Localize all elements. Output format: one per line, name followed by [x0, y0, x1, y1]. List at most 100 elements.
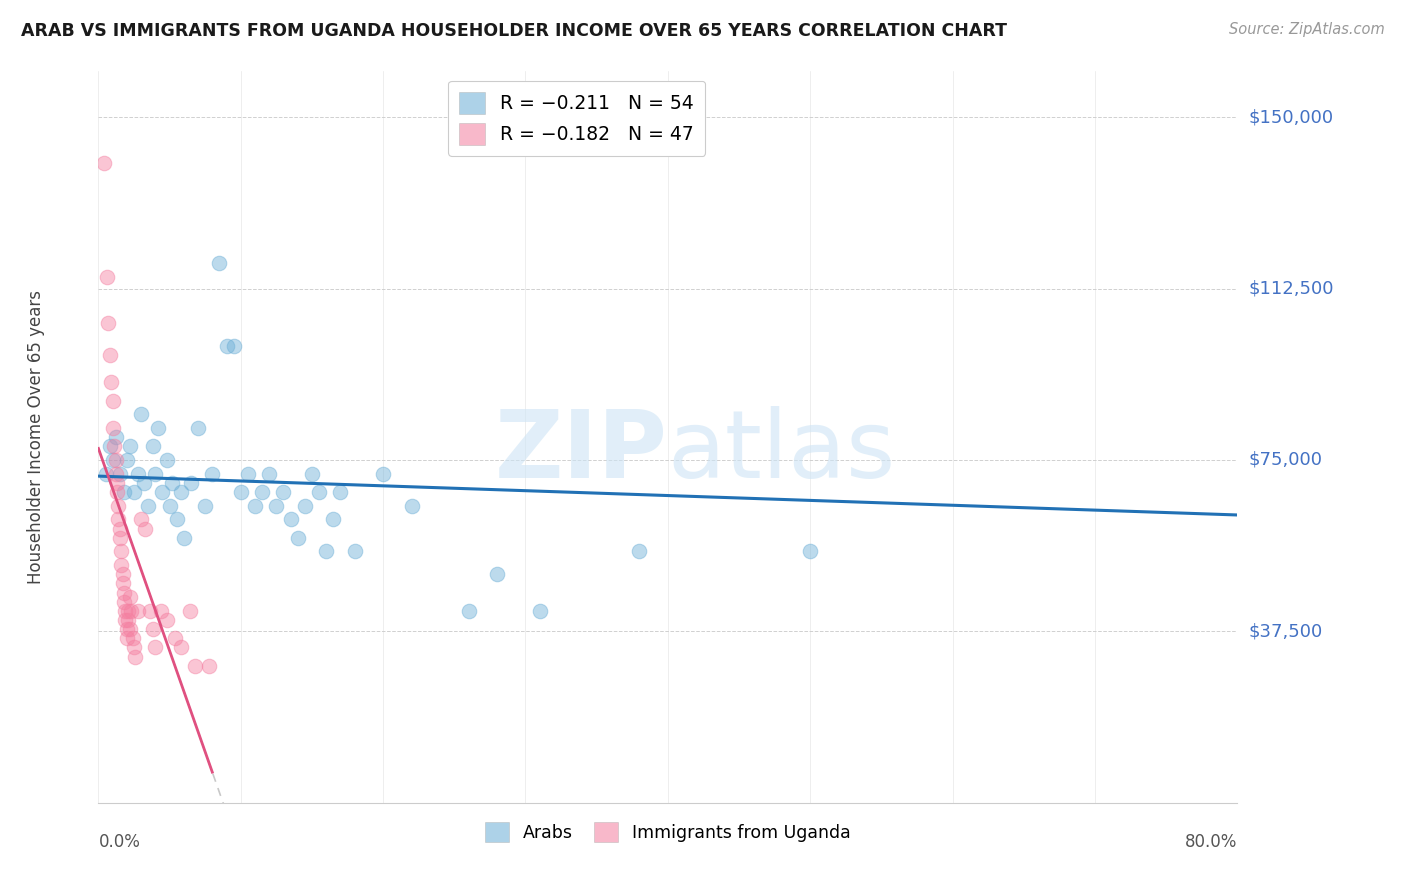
Point: [121, 632, 143, 646]
Text: Source: ZipAtlas.com: Source: ZipAtlas.com: [1229, 22, 1385, 37]
Text: $112,500: $112,500: [1249, 279, 1334, 298]
Point: [115, 632, 138, 646]
Point: [162, 475, 184, 490]
Point: [114, 613, 136, 627]
Point: [112, 585, 135, 599]
Text: ARAB VS IMMIGRANTS FROM UGANDA HOUSEHOLDER INCOME OVER 65 YEARS CORRELATION CHAR: ARAB VS IMMIGRANTS FROM UGANDA HOUSEHOLD…: [21, 22, 1007, 40]
Point: [136, 499, 159, 513]
Point: [322, 512, 344, 526]
Point: [117, 613, 139, 627]
Point: [280, 512, 302, 526]
Point: [129, 407, 152, 421]
Point: [112, 594, 135, 608]
Point: [156, 613, 179, 627]
Point: [486, 567, 509, 582]
Point: [236, 467, 259, 481]
Point: [301, 467, 323, 481]
Point: [107, 512, 129, 526]
Point: [145, 467, 167, 481]
Text: $150,000: $150,000: [1249, 108, 1333, 126]
Point: [108, 531, 131, 545]
Point: [343, 544, 366, 558]
Point: [529, 604, 551, 618]
Point: [457, 604, 479, 618]
Point: [111, 576, 134, 591]
Point: [122, 484, 145, 499]
Point: [170, 484, 193, 499]
Point: [94, 467, 117, 481]
Point: [401, 499, 423, 513]
Point: [115, 453, 138, 467]
Point: [97, 316, 120, 330]
Point: [222, 338, 245, 352]
Point: [150, 604, 173, 618]
Text: $37,500: $37,500: [1249, 623, 1323, 640]
Point: [127, 604, 149, 618]
Point: [308, 484, 330, 499]
Point: [96, 270, 118, 285]
Point: [104, 467, 127, 481]
Point: [315, 544, 337, 558]
Point: [115, 622, 138, 636]
Point: [138, 604, 160, 618]
Point: [120, 604, 142, 618]
Point: [129, 512, 152, 526]
Point: [108, 521, 131, 535]
Point: [118, 439, 141, 453]
Point: [266, 499, 288, 513]
Point: [122, 640, 145, 655]
Point: [93, 155, 115, 169]
Point: [156, 453, 179, 467]
Point: [110, 558, 132, 573]
Text: 80.0%: 80.0%: [1185, 833, 1237, 851]
Point: [105, 484, 128, 499]
Point: [110, 544, 132, 558]
Text: $75,000: $75,000: [1249, 451, 1323, 469]
Point: [145, 640, 167, 655]
Point: [114, 604, 136, 618]
Point: [799, 544, 821, 558]
Point: [166, 512, 188, 526]
Text: atlas: atlas: [668, 406, 896, 498]
Point: [250, 484, 273, 499]
Point: [104, 453, 127, 467]
Point: [259, 467, 281, 481]
Point: [198, 658, 221, 673]
Point: [103, 439, 125, 453]
Text: 0.0%: 0.0%: [98, 833, 141, 851]
Point: [98, 439, 121, 453]
Point: [294, 499, 316, 513]
Point: [243, 499, 266, 513]
Point: [107, 499, 129, 513]
Point: [287, 531, 309, 545]
Point: [184, 658, 207, 673]
Point: [112, 484, 135, 499]
Point: [152, 484, 174, 499]
Point: [118, 622, 141, 636]
Point: [98, 348, 121, 362]
Point: [117, 604, 139, 618]
Point: [100, 375, 122, 389]
Point: [134, 521, 156, 535]
Point: [215, 338, 238, 352]
Point: [111, 567, 134, 582]
Point: [101, 421, 124, 435]
Text: Householder Income Over 65 years: Householder Income Over 65 years: [27, 290, 45, 584]
Point: [124, 649, 146, 664]
Point: [148, 421, 170, 435]
Point: [105, 475, 128, 490]
Text: ZIP: ZIP: [495, 406, 668, 498]
Point: [104, 430, 127, 444]
Point: [373, 467, 395, 481]
Point: [165, 632, 187, 646]
Point: [628, 544, 651, 558]
Point: [101, 393, 124, 408]
Point: [329, 484, 352, 499]
Point: [170, 640, 193, 655]
Point: [187, 421, 209, 435]
Point: [208, 256, 231, 270]
Point: [108, 467, 131, 481]
Point: [118, 590, 141, 604]
Legend: Arabs, Immigrants from Uganda: Arabs, Immigrants from Uganda: [478, 815, 858, 849]
Point: [273, 484, 295, 499]
